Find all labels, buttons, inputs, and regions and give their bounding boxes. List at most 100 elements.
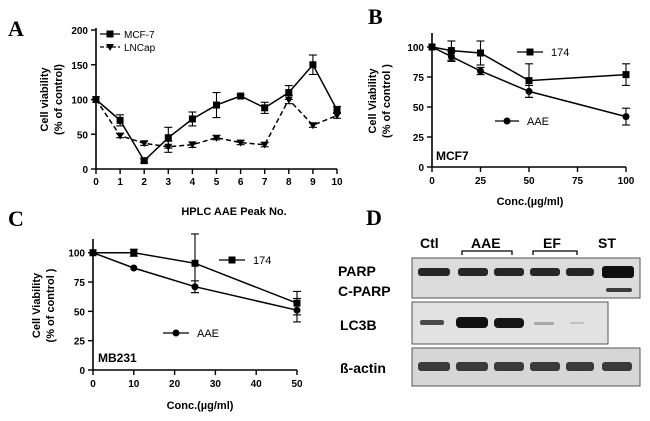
data-point-lncap xyxy=(308,122,317,130)
legend-label: 174 xyxy=(551,47,569,59)
y-tick-label: 0 xyxy=(418,163,424,174)
band-lc3b-aae2 xyxy=(494,318,524,328)
data-point-aae xyxy=(447,53,455,61)
x-tick-label: 100 xyxy=(618,176,635,187)
data-point-lncap xyxy=(164,143,173,151)
blot-col-ctl: Ctl xyxy=(420,235,439,251)
bracket-ef xyxy=(532,250,578,255)
data-point-aae xyxy=(525,87,533,95)
y-tick-label: 75 xyxy=(413,73,425,84)
y-axis-title: Cell Viability (% of control ) xyxy=(31,268,57,342)
data-point-mcf-7 xyxy=(164,134,172,142)
cell-line-label: MCF7 xyxy=(436,149,469,163)
band-actin-ef2 xyxy=(566,362,594,371)
x-axis-title: Conc.(µg/ml) xyxy=(167,400,234,412)
data-point-mcf-7 xyxy=(333,106,341,114)
data-point-aae xyxy=(191,283,199,291)
panel-letter-d: D xyxy=(366,205,382,230)
legend-label: AAE xyxy=(197,328,219,340)
y-tick-label: 0 xyxy=(79,366,85,377)
blot-row-parp: PARP xyxy=(338,263,376,279)
western-blot-panel: D Ctl AAE EF ST PARP C-PARP LC3B ß-actin xyxy=(338,205,641,387)
blot-col-st: ST xyxy=(598,235,616,251)
band-parp-aae2 xyxy=(494,268,524,276)
x-tick-label: 20 xyxy=(169,379,181,390)
y-axis-title-line1: Cell Viability xyxy=(367,68,379,134)
bracket-aae xyxy=(461,250,513,255)
data-point-lncap xyxy=(333,112,341,120)
y-axis-title-line2: (% of control) xyxy=(53,64,65,135)
y-tick-label: 75 xyxy=(74,278,86,289)
y-tick-label: 50 xyxy=(74,307,86,318)
band-actin-ctl xyxy=(418,362,450,371)
y-tick-label: 150 xyxy=(71,61,88,72)
x-tick-label: 5 xyxy=(214,177,220,188)
x-axis-title: HPLC AAE Peak No. xyxy=(181,206,286,218)
x-tick-label: 25 xyxy=(475,176,487,187)
x-axis-title: Conc.(µg/ml) xyxy=(497,196,564,208)
y-tick-label: 100 xyxy=(407,43,424,54)
band-actin-aae1 xyxy=(456,362,488,371)
data-point-aae xyxy=(477,67,484,75)
x-tick-label: 1 xyxy=(117,177,123,188)
band-actin-st xyxy=(602,362,632,371)
data-point-174 xyxy=(191,259,199,267)
cell-line-label: MB231 xyxy=(98,351,137,365)
panel-letter-a: A xyxy=(8,16,24,41)
y-tick-label: 100 xyxy=(68,249,85,260)
series-line-174 xyxy=(93,251,298,304)
data-point-aae xyxy=(428,43,436,51)
x-tick-label: 4 xyxy=(190,177,196,188)
data-point-174 xyxy=(447,47,455,55)
legend-marker xyxy=(228,256,236,264)
chart-panel-a: 0 50 100 150 200 0 1 2 3 4 5 6 7 8 9 10 Cell viability (%… xyxy=(39,26,343,218)
legend-marker xyxy=(106,44,114,51)
x-tick-label: 0 xyxy=(93,177,99,188)
band-parp-st xyxy=(602,266,634,278)
data-point-mcf-7 xyxy=(213,101,220,109)
blot-bands-lc3b xyxy=(420,317,584,328)
x-tick-label: 7 xyxy=(262,177,268,188)
x-tick-label: 30 xyxy=(210,379,222,390)
y-axis-title: Cell Viability (% of control ) xyxy=(367,64,393,138)
data-point-mcf-7 xyxy=(140,157,148,165)
data-point-174 xyxy=(477,49,484,57)
panel-letter-c: C xyxy=(8,206,24,231)
data-point-lncap xyxy=(140,140,149,148)
y-tick-label: 25 xyxy=(74,337,86,348)
blot-col-aae: AAE xyxy=(471,235,501,251)
data-point-mcf-7 xyxy=(237,92,245,100)
data-point-mcf-7 xyxy=(188,115,196,123)
y-tick-label: 0 xyxy=(82,165,88,176)
data-point-lncap xyxy=(116,132,125,140)
legend-label: 174 xyxy=(253,255,271,267)
data-point-lncap xyxy=(236,139,245,147)
x-tick-label: 6 xyxy=(238,177,244,188)
data-point-lncap xyxy=(212,134,221,142)
x-tick-label: 8 xyxy=(286,177,292,188)
x-tick-label: 0 xyxy=(429,176,435,187)
data-point-mcf-7 xyxy=(261,104,269,112)
band-parp-ef1 xyxy=(530,268,560,276)
legend-marker xyxy=(526,48,534,56)
data-point-lncap xyxy=(188,141,197,149)
y-axis-title-line1: Cell Viability xyxy=(31,272,43,338)
band-parp-ef2 xyxy=(566,268,594,276)
band-actin-aae2 xyxy=(494,362,524,371)
band-cparp-st xyxy=(606,288,632,292)
blot-bands-actin xyxy=(418,362,632,371)
legend-label: MCF-7 xyxy=(124,30,155,41)
x-tick-label: 2 xyxy=(141,177,147,188)
x-tick-label: 10 xyxy=(128,379,140,390)
blot-bands-parp xyxy=(418,266,634,292)
data-point-174 xyxy=(525,77,533,85)
y-axis-title-line2: (% of control ) xyxy=(381,64,393,138)
data-point-lncap xyxy=(92,96,100,104)
blot-row-actin: ß-actin xyxy=(340,360,386,376)
y-tick-label: 200 xyxy=(71,26,88,37)
blot-row-cparp: C-PARP xyxy=(338,283,391,299)
data-point-aae xyxy=(130,264,138,272)
band-lc3b-ef2 xyxy=(570,322,584,324)
x-tick-label: 75 xyxy=(572,176,584,187)
data-point-174 xyxy=(130,249,138,257)
